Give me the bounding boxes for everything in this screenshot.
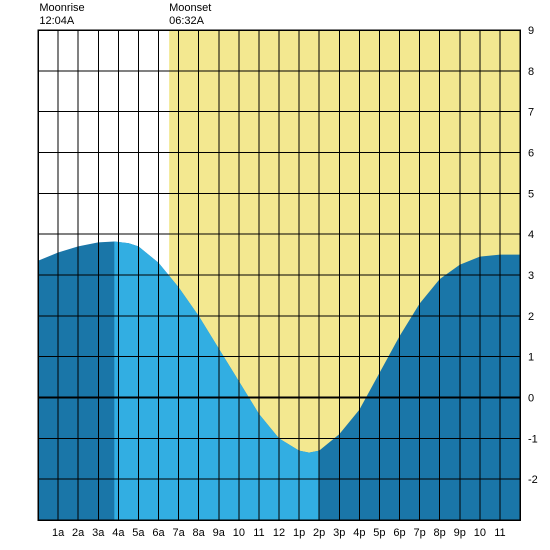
moonset-title: Moonset <box>169 2 211 15</box>
x-tick-label: 11 <box>253 527 264 539</box>
x-tick-label: 8a <box>193 527 206 539</box>
y-tick-label: 9 <box>528 25 534 37</box>
moonset-label: Moonset 06:32A <box>169 2 211 28</box>
x-tick-label: 8p <box>434 527 446 539</box>
chart-svg: -2-101234567891a2a3a4a5a6a7a8a9a1011121p… <box>0 0 550 550</box>
y-tick-label: 7 <box>528 107 534 119</box>
x-tick-label: 12 <box>273 527 285 539</box>
y-tick-label: 5 <box>528 188 534 200</box>
x-tick-label: 5a <box>132 527 145 539</box>
y-tick-label: 1 <box>528 352 534 364</box>
x-tick-label: 3a <box>92 527 105 539</box>
x-tick-label: 4p <box>353 527 365 539</box>
x-tick-label: 10 <box>233 527 245 539</box>
y-tick-label: 6 <box>528 148 534 160</box>
x-tick-label: 1a <box>52 527 65 539</box>
x-tick-label: 2p <box>313 527 325 539</box>
moonrise-title: Moonrise <box>39 2 84 15</box>
x-tick-label: 7p <box>413 527 425 539</box>
x-tick-label: 2a <box>72 527 85 539</box>
x-tick-label: 6a <box>152 527 165 539</box>
x-tick-label: 6p <box>393 527 405 539</box>
x-tick-label: 4a <box>112 527 125 539</box>
y-tick-label: 8 <box>528 66 534 78</box>
y-tick-label: -2 <box>528 474 538 486</box>
x-tick-label: 9a <box>213 527 226 539</box>
y-tick-label: 0 <box>528 393 534 405</box>
moonset-time: 06:32A <box>169 15 211 28</box>
x-tick-label: 1p <box>293 527 305 539</box>
x-tick-label: 10 <box>474 527 486 539</box>
moonrise-label: Moonrise 12:04A <box>39 2 84 28</box>
x-tick-label: 7a <box>172 527 185 539</box>
y-tick-label: 4 <box>528 229 534 241</box>
x-tick-label: 11 <box>494 527 505 539</box>
x-tick-label: 3p <box>333 527 345 539</box>
x-tick-label: 5p <box>373 527 385 539</box>
y-tick-label: 2 <box>528 311 534 323</box>
y-tick-label: 3 <box>528 270 534 282</box>
tide-chart: Moonrise 12:04A Moonset 06:32A -2-101234… <box>0 0 550 550</box>
moonrise-time: 12:04A <box>39 15 84 28</box>
y-tick-label: -1 <box>528 433 538 445</box>
x-tick-label: 9p <box>454 527 466 539</box>
